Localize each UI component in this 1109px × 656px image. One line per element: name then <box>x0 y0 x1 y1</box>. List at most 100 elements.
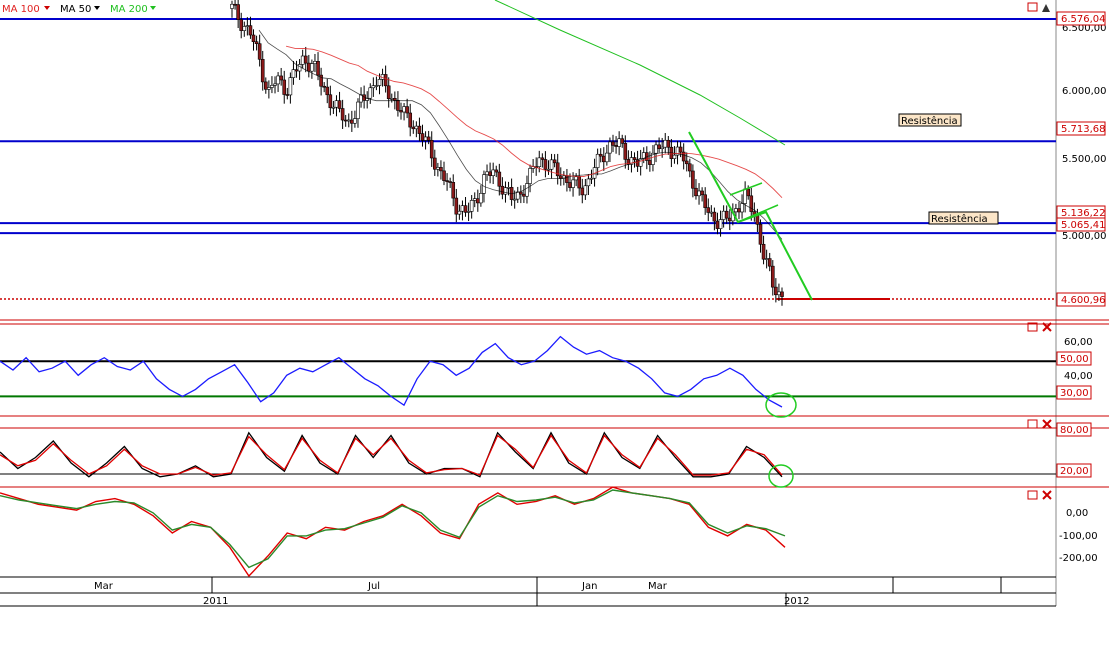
candle-body <box>500 185 505 195</box>
candle-body <box>755 215 760 225</box>
y-tick-label: 6.500,00 <box>1062 23 1107 34</box>
candle-body <box>233 3 237 6</box>
close-icon[interactable] <box>1042 490 1052 500</box>
candle-body <box>528 168 532 184</box>
candle-body <box>325 86 330 96</box>
candle-body <box>482 174 486 194</box>
candle-body <box>472 198 477 201</box>
resistance-box[interactable] <box>898 113 962 127</box>
price-level-label: 5.065,41 <box>1061 220 1106 231</box>
candle-body <box>402 106 406 113</box>
time-axis: Mar Jul Jan Mar 2011 2012 <box>94 581 809 607</box>
level-box <box>1056 422 1092 437</box>
candle-body <box>758 224 763 245</box>
resistance-box[interactable] <box>928 211 999 225</box>
candle-body <box>343 119 348 122</box>
trendline <box>737 204 779 223</box>
candle-body <box>718 219 723 229</box>
close-icon[interactable] <box>1042 419 1052 429</box>
candle-body <box>291 69 296 78</box>
candle-body <box>463 205 468 213</box>
candle-body <box>546 168 551 171</box>
candle-body <box>777 291 781 296</box>
candle-body <box>399 110 403 113</box>
pin-icon[interactable] <box>1042 4 1050 12</box>
level-box <box>1056 463 1092 478</box>
candle-body <box>571 179 575 188</box>
candle-body <box>697 190 701 197</box>
candle-body <box>568 182 572 188</box>
candle-body <box>706 207 711 213</box>
candle-body <box>737 208 741 213</box>
maximize-icon[interactable] <box>1027 490 1038 500</box>
level-label: 50,00 <box>1060 354 1089 365</box>
candle-body <box>426 136 431 141</box>
candle-body <box>614 145 618 147</box>
annotations: Resistência Resistência <box>898 113 999 225</box>
y-tick-label: 5.500,00 <box>1062 154 1107 165</box>
dropdown-arrow-icon[interactable] <box>94 6 100 10</box>
legend-ma50[interactable]: MA 50 <box>60 4 91 15</box>
legend-ma200[interactable]: MA 200 <box>110 4 148 15</box>
candle-body <box>632 157 637 160</box>
candle-body <box>770 265 775 288</box>
candle-body <box>276 75 280 85</box>
candle-body <box>494 169 499 173</box>
candle-body <box>346 119 351 122</box>
ma50-line <box>258 29 783 240</box>
candle-body <box>577 176 582 189</box>
price-box <box>1056 292 1106 307</box>
candle-body <box>439 167 443 172</box>
candle-body <box>414 125 419 130</box>
maximize-icon[interactable] <box>1027 419 1038 429</box>
candle-body <box>506 187 511 189</box>
candle-body <box>429 139 434 159</box>
candle-body <box>648 160 652 165</box>
resistance-label: Resistência <box>901 115 958 127</box>
candle-body <box>236 4 240 20</box>
ma100-line <box>285 45 783 199</box>
candle-body <box>270 85 274 88</box>
candle-body <box>251 34 256 43</box>
candle-body <box>537 157 542 167</box>
candle-body <box>322 85 326 88</box>
candle-body <box>663 139 668 148</box>
maximize-icon[interactable] <box>1027 322 1038 332</box>
candle-body <box>611 141 615 146</box>
candle-body <box>273 83 277 86</box>
candle-body <box>601 155 606 163</box>
price-level-label: 5.713,68 <box>1061 124 1106 135</box>
candle-body <box>303 55 308 64</box>
candle-body <box>319 74 323 87</box>
candle-body <box>488 171 492 176</box>
candle-body <box>743 188 747 204</box>
dropdown-arrow-icon[interactable] <box>150 6 156 10</box>
legend-ma100[interactable]: MA 100 <box>2 4 40 15</box>
osc-slow-line <box>0 489 786 569</box>
candle-body <box>248 25 253 36</box>
candle-body <box>445 180 449 182</box>
rsi-axis: 60,00 40,00 50,00 30,00 <box>1056 337 1093 400</box>
candle-body <box>479 193 483 204</box>
maximize-icon[interactable] <box>1027 2 1038 12</box>
candle-body <box>522 193 526 197</box>
dropdown-arrow-icon[interactable] <box>44 6 50 10</box>
candle-body <box>672 154 677 159</box>
close-icon[interactable] <box>1042 322 1052 332</box>
trendline <box>729 182 763 196</box>
stoch-d-line <box>0 434 783 476</box>
candle-body <box>543 159 548 170</box>
y-tick-label: 60,00 <box>1064 337 1093 348</box>
candle-body <box>377 79 382 86</box>
candle-body <box>383 74 388 87</box>
candle-body <box>420 133 425 141</box>
candle-body <box>396 100 400 111</box>
candle-body <box>457 210 462 215</box>
trendline <box>688 131 813 301</box>
highlight-circle <box>765 392 797 418</box>
candle-body <box>749 195 754 212</box>
candle-body <box>734 208 738 213</box>
candle-body <box>691 170 695 189</box>
candle-body <box>688 163 692 172</box>
candle-body <box>703 194 707 208</box>
